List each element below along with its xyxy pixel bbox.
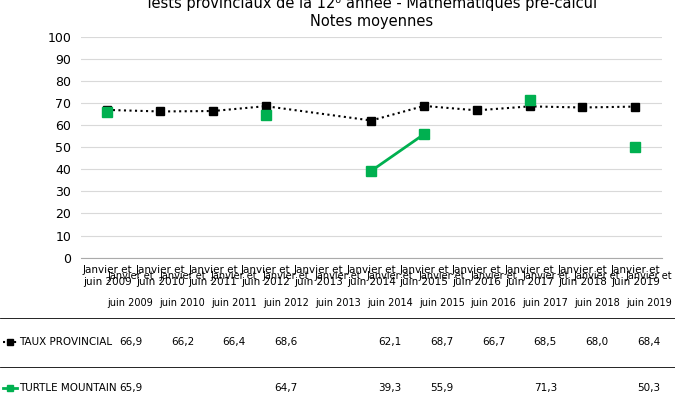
Text: Janvier et: Janvier et — [574, 271, 620, 281]
Text: juin 2012: juin 2012 — [263, 298, 309, 308]
Text: 65,9: 65,9 — [119, 383, 142, 393]
Text: Janvier et: Janvier et — [263, 271, 309, 281]
Text: 68,6: 68,6 — [275, 337, 298, 347]
Text: Janvier et: Janvier et — [107, 271, 154, 281]
Text: Janvier et: Janvier et — [211, 271, 258, 281]
Text: Janvier et: Janvier et — [159, 271, 206, 281]
Text: juin 2014: juin 2014 — [367, 298, 412, 308]
Text: juin 2009: juin 2009 — [108, 298, 153, 308]
Text: juin 2016: juin 2016 — [470, 298, 516, 308]
Text: Janvier et: Janvier et — [418, 271, 465, 281]
Text: 68,4: 68,4 — [637, 337, 661, 347]
Text: 66,2: 66,2 — [171, 337, 194, 347]
Text: 64,7: 64,7 — [275, 383, 298, 393]
Text: juin 2013: juin 2013 — [315, 298, 361, 308]
Text: 68,5: 68,5 — [534, 337, 557, 347]
Text: Janvier et: Janvier et — [522, 271, 568, 281]
Text: 55,9: 55,9 — [430, 383, 454, 393]
Text: juin 2011: juin 2011 — [211, 298, 257, 308]
Text: TURTLE MOUNTAIN: TURTLE MOUNTAIN — [19, 383, 117, 393]
Text: 66,7: 66,7 — [482, 337, 505, 347]
Text: 68,0: 68,0 — [586, 337, 609, 347]
Text: 50,3: 50,3 — [637, 383, 661, 393]
Text: juin 2018: juin 2018 — [574, 298, 620, 308]
Text: Janvier et: Janvier et — [470, 271, 517, 281]
Text: 66,4: 66,4 — [223, 337, 246, 347]
Text: juin 2010: juin 2010 — [159, 298, 205, 308]
Text: Janvier et: Janvier et — [367, 271, 413, 281]
Text: 71,3: 71,3 — [534, 383, 557, 393]
Text: juin 2015: juin 2015 — [418, 298, 464, 308]
Text: juin 2017: juin 2017 — [522, 298, 568, 308]
Text: 62,1: 62,1 — [378, 337, 402, 347]
Text: TAUX PROVINCIAL: TAUX PROVINCIAL — [19, 337, 112, 347]
Text: 39,3: 39,3 — [378, 383, 402, 393]
Text: Janvier et: Janvier et — [315, 271, 361, 281]
Title: Tests provinciaux de la 12ᵒ année - Mathématiques pré-calcul
Notes moyennes: Tests provinciaux de la 12ᵒ année - Math… — [145, 0, 597, 29]
Text: juin 2019: juin 2019 — [626, 298, 672, 308]
Text: 66,9: 66,9 — [119, 337, 142, 347]
Text: Janvier et: Janvier et — [626, 271, 672, 281]
Text: 68,7: 68,7 — [430, 337, 454, 347]
